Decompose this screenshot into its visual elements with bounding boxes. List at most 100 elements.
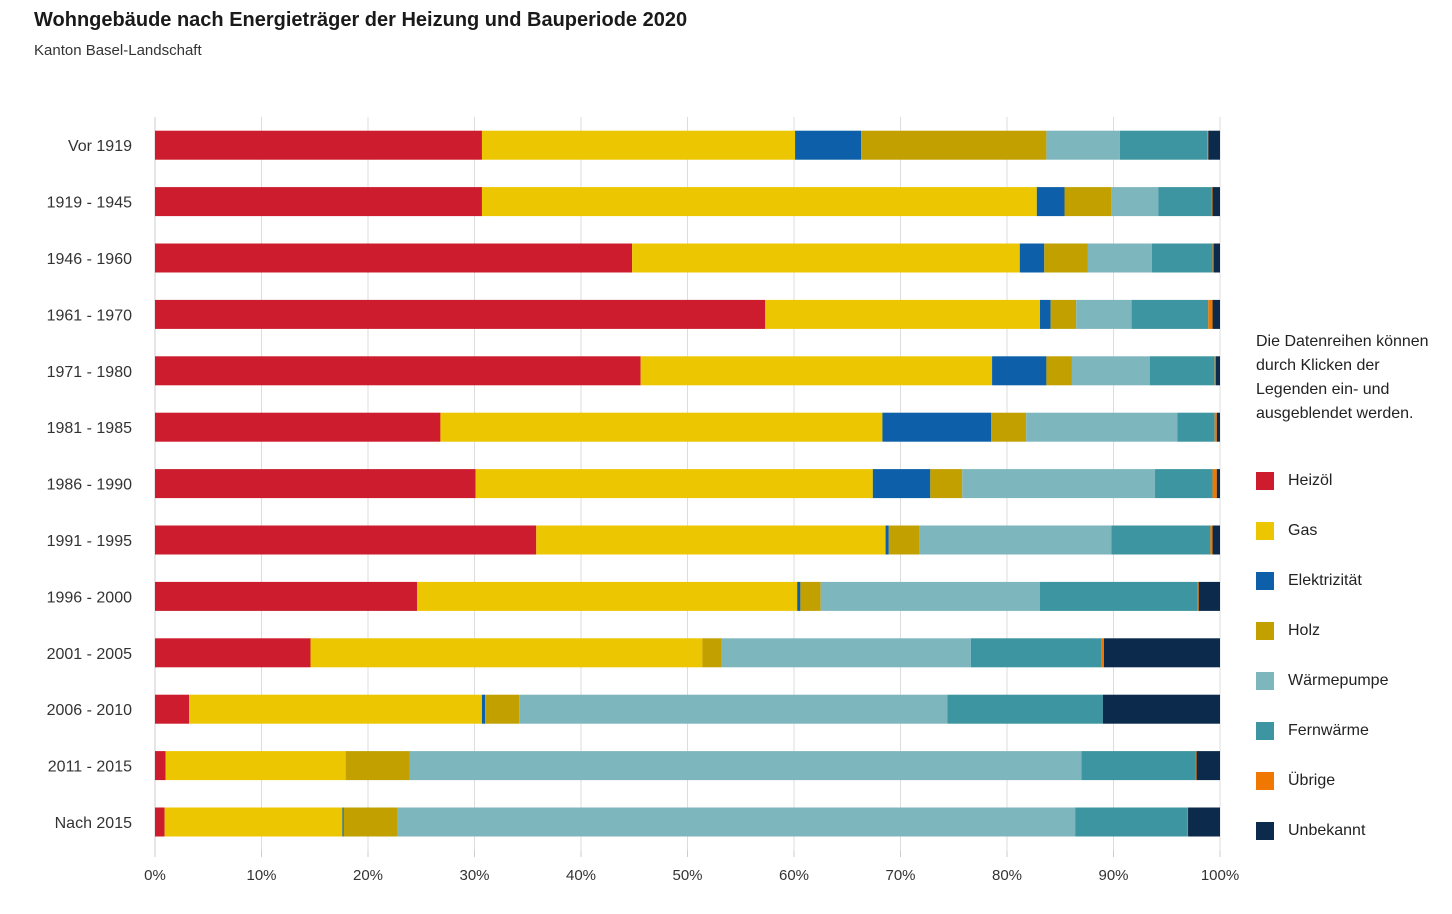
- bar-segment: [481, 694, 486, 724]
- legend-label: Holz: [1288, 622, 1321, 639]
- bar-segment: [1196, 751, 1220, 781]
- bar-segment: [861, 130, 1047, 160]
- legend-item[interactable]: Übrige: [1256, 756, 1452, 806]
- bar-segment: [1215, 356, 1220, 386]
- legend-label: Fernwärme: [1288, 722, 1369, 739]
- bar-segment: [820, 581, 1041, 611]
- bar-segment: [155, 807, 165, 837]
- category-label: 1991 - 1995: [47, 533, 133, 550]
- legend-label: Gas: [1288, 522, 1318, 539]
- x-tick-label: 40%: [566, 867, 596, 884]
- legend-swatch: [1256, 672, 1274, 690]
- bar-segment: [155, 243, 633, 273]
- bar-segment: [1019, 243, 1045, 273]
- legend-item[interactable]: Holz: [1256, 606, 1452, 656]
- bar-segment: [1131, 299, 1209, 329]
- bar-segment: [155, 469, 476, 499]
- bar-segment: [947, 694, 1103, 724]
- bar-segment: [1103, 638, 1220, 668]
- bar-segment: [1026, 412, 1178, 442]
- bar-segment: [155, 412, 441, 442]
- legend-item[interactable]: Heizöl: [1256, 456, 1452, 506]
- bar-segment: [1046, 130, 1120, 160]
- bar-segment: [885, 525, 889, 555]
- bar-segment: [155, 694, 190, 724]
- bar-segment: [702, 638, 722, 668]
- legend-item[interactable]: Wärmepumpe: [1256, 656, 1452, 706]
- x-tick-label: 10%: [246, 867, 276, 884]
- bar-segment: [795, 130, 862, 160]
- bar-segment: [1212, 243, 1214, 273]
- bar-segment: [1207, 130, 1209, 160]
- legend-swatch: [1256, 622, 1274, 640]
- bar-segment: [416, 581, 798, 611]
- category-label: 1946 - 1960: [47, 251, 133, 268]
- chart-title: Wohngebäude nach Energieträger der Heizu…: [34, 9, 688, 31]
- bar-segment: [800, 581, 821, 611]
- bar-segment: [797, 581, 801, 611]
- bar-segment: [1036, 187, 1065, 217]
- bar-segment: [155, 638, 311, 668]
- bar-segment: [1155, 469, 1213, 499]
- legend-note: Die Datenreihen können durch Klicken der…: [1256, 333, 1429, 422]
- bar-segment: [310, 638, 703, 668]
- legend-label: Unbekannt: [1288, 822, 1366, 839]
- legend-label: Heizöl: [1288, 472, 1333, 489]
- legend-items: Heizöl Gas Elektrizität Holz Wärmepumpe Fernw…: [1256, 456, 1452, 856]
- bar-segment: [1044, 243, 1088, 273]
- category-label: 2001 - 2005: [47, 646, 133, 663]
- bar-segment: [1177, 412, 1215, 442]
- bar-segment: [1214, 356, 1216, 386]
- bar-segment: [536, 525, 886, 555]
- bar-segment: [397, 807, 1076, 837]
- bar-segment: [882, 412, 992, 442]
- bar-segment: [991, 412, 1027, 442]
- legend-item[interactable]: Gas: [1256, 506, 1452, 556]
- category-label: 1986 - 1990: [47, 477, 133, 494]
- bar-segment: [345, 751, 410, 781]
- bar-segment: [440, 412, 883, 442]
- legend-label: Elektrizität: [1288, 572, 1362, 589]
- bar-segment: [1075, 807, 1187, 837]
- bar-segment: [1111, 525, 1211, 555]
- bar-segment: [1211, 187, 1213, 217]
- bar-segment: [1081, 751, 1196, 781]
- bar-segment: [409, 751, 1082, 781]
- bar-segment: [1212, 187, 1220, 217]
- bar-segment: [1214, 412, 1217, 442]
- bar-segment: [1101, 638, 1104, 668]
- legend-item[interactable]: Fernwärme: [1256, 706, 1452, 756]
- bar-segment: [1087, 243, 1152, 273]
- bar-segment: [1102, 694, 1220, 724]
- bar-segment: [485, 694, 520, 724]
- legend-label: Wärmepumpe: [1288, 672, 1389, 689]
- bar-segment: [481, 130, 796, 160]
- bar-segment: [970, 638, 1102, 668]
- x-tick-label: 20%: [353, 867, 383, 884]
- bar-segment: [155, 581, 417, 611]
- x-tick-label: 0%: [144, 867, 166, 884]
- category-label: 1971 - 1980: [47, 364, 133, 381]
- bar-segment: [342, 807, 344, 837]
- legend-item[interactable]: Unbekannt: [1256, 806, 1452, 856]
- bar-segment: [155, 751, 166, 781]
- bar-segment: [481, 187, 1037, 217]
- category-label: 1919 - 1945: [47, 195, 133, 212]
- bar-segment: [1208, 130, 1220, 160]
- bar-segment: [1210, 525, 1213, 555]
- bar-segment: [1071, 356, 1150, 386]
- x-tick-label: 80%: [992, 867, 1022, 884]
- x-tick-label: 60%: [779, 867, 809, 884]
- legend-item[interactable]: Elektrizität: [1256, 556, 1452, 606]
- bar-segment: [962, 469, 1156, 499]
- x-tick-label: 70%: [885, 867, 915, 884]
- bar-segment: [1046, 356, 1072, 386]
- bar-segment: [1040, 581, 1198, 611]
- bar-segment: [1151, 243, 1213, 273]
- bar-segment: [1040, 299, 1051, 329]
- category-label: 2011 - 2015: [48, 759, 132, 776]
- bar-segment: [1216, 412, 1220, 442]
- x-tick-label: 30%: [459, 867, 489, 884]
- bar-segment: [1076, 299, 1132, 329]
